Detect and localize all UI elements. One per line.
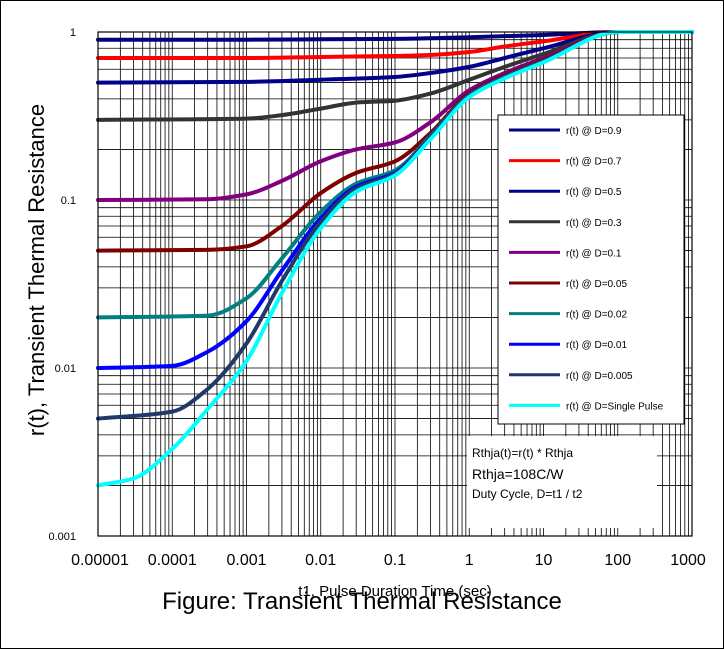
x-tick-label: 0.00001 <box>71 552 129 569</box>
series-curves <box>96 29 694 488</box>
legend-label-0: r(t) @ D=0.9 <box>566 126 622 137</box>
x-tick-label: 100 <box>604 552 631 569</box>
annotation-line-2: Duty Cycle, D=t1 / t2 <box>472 487 583 501</box>
x-tick-label: 0.0001 <box>148 552 197 569</box>
x-tick-label: 0.001 <box>226 552 266 569</box>
y-tick-label: 0.01 <box>55 363 76 375</box>
x-tick-labels: 0.00001 0.0001 0.001 0.01 0.1 1 10 100 1000 <box>71 552 706 569</box>
x-tick-label: 10 <box>535 552 553 569</box>
y-axis-label: r(t), Transient Thermal Resistance <box>24 104 49 436</box>
legend-label-9: r(t) @ D=Single Pulse <box>566 401 664 412</box>
x-tick-label: 1000 <box>670 552 706 569</box>
legend-label-5: r(t) @ D=0.05 <box>566 279 627 290</box>
legend-box <box>497 114 685 425</box>
plot-border <box>97 31 693 537</box>
x-axis-label: t1, Pulse Duration Time (sec) <box>298 583 491 600</box>
legend-label-7: r(t) @ D=0.01 <box>566 340 627 351</box>
x-tick-label: 0.1 <box>384 552 406 569</box>
annotation-line-0: Rthja(t)=r(t) * Rthja <box>472 446 573 460</box>
annotation-box <box>467 436 657 528</box>
legend-label-3: r(t) @ D=0.3 <box>566 218 622 229</box>
y-tick-label: 0.001 <box>48 531 76 543</box>
legend-label-8: r(t) @ D=0.005 <box>566 371 633 382</box>
y-tick-label: 1 <box>70 27 76 39</box>
series-line-3 <box>96 29 694 122</box>
y-tick-label: 0.1 <box>61 195 76 207</box>
y-tick-labels: 1 0.1 0.01 0.001 <box>48 27 76 543</box>
legend-label-6: r(t) @ D=0.02 <box>566 310 627 321</box>
annotation: Rthja(t)=r(t) * Rthja Rthja=108C/W Duty Cy… <box>467 436 657 528</box>
figure-caption: Figure: Transient Thermal Resistance <box>162 588 562 615</box>
legend-label-2: r(t) @ D=0.5 <box>566 187 622 198</box>
legend: r(t) @ D=0.9 r(t) @ D=0.7 r(t) @ D=0.5 r(t)… <box>497 114 685 425</box>
series-line-1 <box>96 29 694 61</box>
annotation-line-1: Rthja=108C/W <box>472 466 564 482</box>
legend-label-4: r(t) @ D=0.1 <box>566 248 622 259</box>
x-tick-label: 1 <box>465 552 474 569</box>
x-tick-label: 0.01 <box>305 552 336 569</box>
legend-label-1: r(t) @ D=0.7 <box>566 157 622 168</box>
series-line-9 <box>96 29 694 488</box>
